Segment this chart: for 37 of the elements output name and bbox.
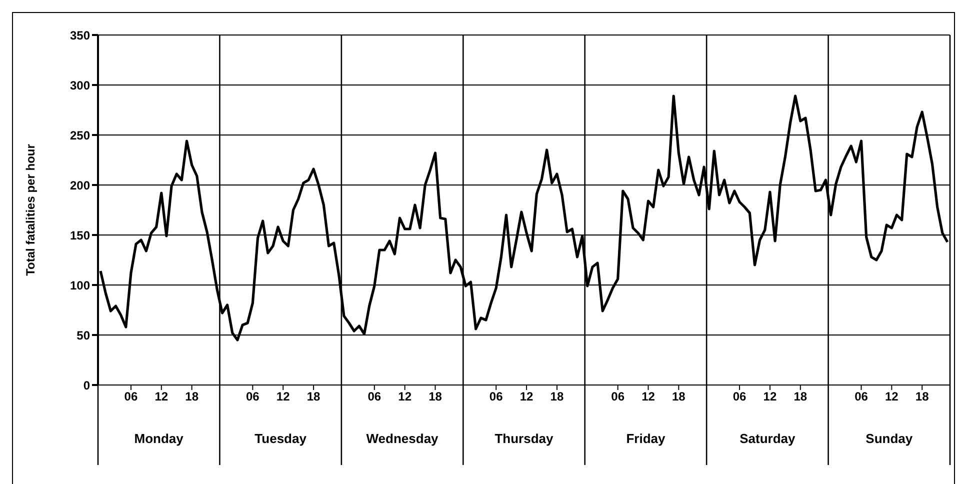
x-tick-label: 18 — [428, 390, 442, 404]
text: Monday — [134, 431, 184, 446]
y-tick-label: 100 — [70, 278, 90, 292]
x-tick-label: 06 — [489, 390, 504, 404]
y-tick-label: 300 — [70, 78, 90, 92]
x-tick-label: 06 — [854, 390, 868, 404]
text: Wednesday — [366, 431, 440, 446]
y-tick-label: 50 — [76, 328, 90, 342]
y-tick-label: 150 — [70, 228, 90, 242]
text: Tuesday — [254, 431, 308, 446]
y-tick-label: 250 — [70, 128, 90, 142]
x-tick-label: 06 — [611, 390, 625, 404]
x-tick-label: 06 — [246, 390, 260, 404]
x-tick-label: 06 — [732, 390, 747, 404]
x-tick-label: 18 — [672, 390, 686, 404]
text: Saturday — [740, 431, 796, 446]
x-tick-label: 12 — [885, 390, 899, 404]
x-tick-label: 12 — [398, 390, 412, 404]
x-tick-label: 06 — [124, 390, 138, 404]
y-tick-label: 350 — [70, 28, 90, 42]
x-tick-label: 18 — [915, 390, 930, 404]
text: Friday — [626, 431, 666, 446]
x-tick-label: 12 — [520, 390, 534, 404]
x-tick-label: 12 — [642, 390, 656, 404]
text: Thursday — [494, 431, 554, 446]
x-tick-label: 06 — [368, 390, 382, 404]
x-tick-label: 18 — [550, 390, 564, 404]
x-tick-label: 18 — [794, 390, 808, 404]
x-tick-label: 12 — [154, 390, 168, 404]
x-tick-label: 18 — [306, 390, 321, 404]
x-tick-label: 12 — [276, 390, 290, 404]
y-tick-label: 200 — [70, 178, 90, 192]
x-tick-label: 18 — [185, 390, 199, 404]
x-tick-label: 12 — [763, 390, 777, 404]
text: Sunday — [866, 431, 914, 446]
y-tick-label: 0 — [83, 378, 90, 392]
y-axis-title: Total fatalities per hour — [23, 144, 38, 276]
